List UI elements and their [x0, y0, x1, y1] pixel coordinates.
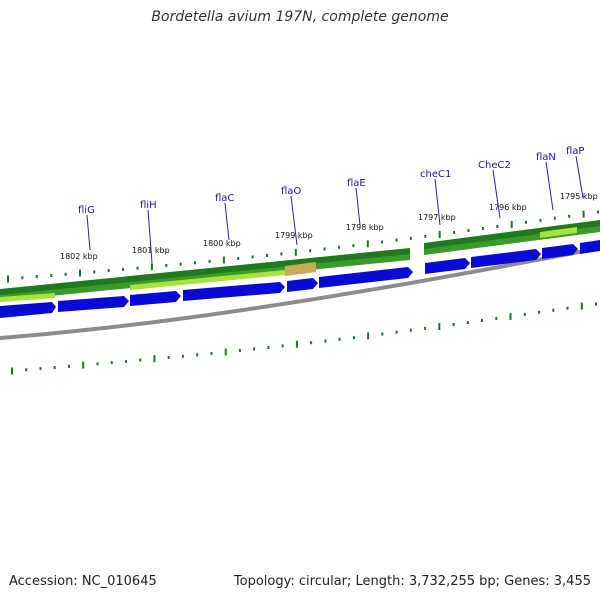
kbp-label-1800: 1800 kbp — [203, 239, 241, 248]
cds-arrow — [130, 291, 181, 306]
gene-label-fliG: fliG — [78, 205, 95, 216]
gene-label-flaE: flaE — [347, 178, 366, 189]
cds-arrow — [0, 302, 56, 318]
cds-arrow — [425, 258, 470, 274]
cds-arrow — [287, 278, 318, 292]
leader-line-flaC — [224, 202, 230, 241]
gene-label-flaN: flaN — [536, 152, 556, 163]
cds-arrow — [319, 267, 413, 288]
gene-label-flaP: flaP — [566, 146, 584, 157]
cds-arrow — [183, 282, 285, 301]
cds-arrows — [0, 240, 600, 318]
cds-arrow — [580, 240, 600, 254]
gene-label-flaC: flaC — [215, 193, 234, 204]
kbp-label-1798: 1798 kbp — [346, 223, 384, 232]
leader-line-flaP — [575, 155, 584, 199]
kbp-label-1795: 1795 kbp — [560, 192, 598, 201]
gene-label-CheC2: CheC2 — [478, 160, 511, 171]
leader-line-CheC2 — [492, 169, 501, 219]
gene-highlight-tan — [285, 262, 316, 276]
gene-leader-lines — [86, 155, 584, 264]
leader-line-flaE — [355, 187, 361, 226]
kbp-label-1802: 1802 kbp — [60, 252, 98, 261]
cds-arrow — [542, 244, 578, 259]
cds-arrow — [58, 296, 129, 312]
gene-highlights — [0, 227, 577, 302]
inner-tick-row — [11, 302, 597, 375]
kbp-label-1799: 1799 kbp — [275, 231, 313, 240]
map-title: Bordetella avium 197N, complete genome — [151, 9, 449, 25]
leader-line-fliG — [86, 214, 91, 251]
leader-line-fliH — [147, 209, 153, 264]
leader-line-flaN — [545, 161, 554, 211]
genome-summary-text: Topology: circular; Length: 3,732,255 bp… — [233, 574, 591, 589]
outer-tick-row — [7, 210, 599, 283]
gene-label-fliH: fliH — [140, 200, 157, 211]
accession-text: Accession: NC_010645 — [9, 574, 157, 589]
leader-line-flaO — [290, 195, 298, 246]
gene-label-cheC1: cheC1 — [420, 169, 451, 180]
kbp-label-1796: 1796 kbp — [489, 203, 527, 212]
gene-labels: fliG fliH flaC flaO flaE cheC1 CheC2 fla… — [78, 146, 584, 216]
kbp-label-1797: 1797 kbp — [418, 213, 456, 222]
cds-arrow — [471, 249, 541, 268]
gene-label-flaO: flaO — [281, 186, 301, 197]
leader-line-cheC1 — [434, 178, 441, 226]
